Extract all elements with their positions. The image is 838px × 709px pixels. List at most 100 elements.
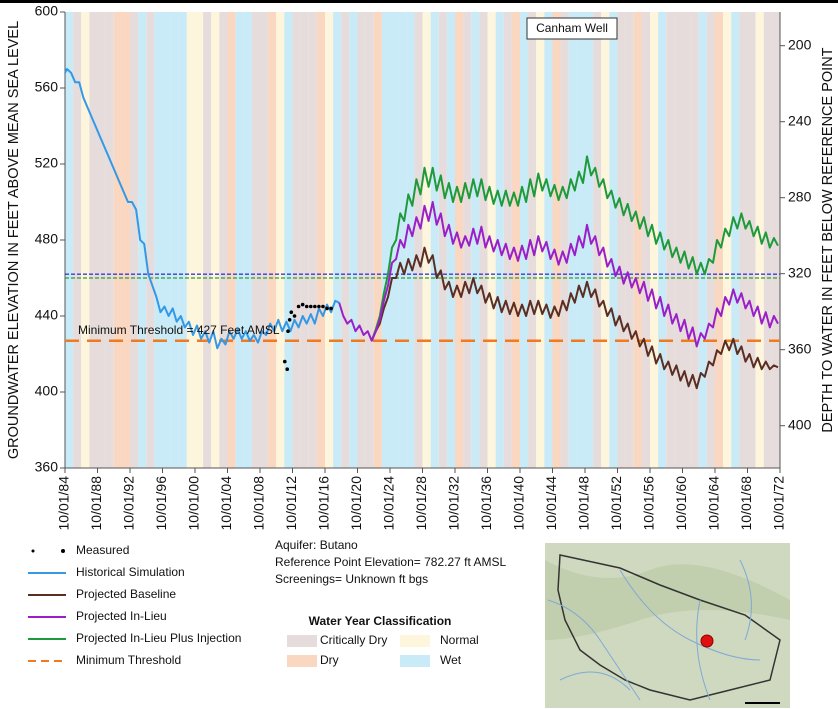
classification-label: Normal	[440, 633, 479, 647]
water-year-band	[739, 12, 747, 468]
water-year-band	[691, 12, 699, 468]
water-year-band	[171, 12, 179, 468]
x-tick-label: 10/01/08	[251, 476, 267, 531]
info-text: Screenings= Unknown ft bgs	[275, 572, 428, 586]
measured-point	[288, 318, 292, 322]
water-year-band	[252, 12, 260, 468]
classification-swatch	[400, 655, 430, 667]
water-year-band	[406, 12, 414, 468]
classification-title: Water Year Classification	[309, 614, 452, 628]
x-tick-label: 10/01/20	[348, 476, 364, 531]
x-tick-label: 10/01/48	[576, 476, 592, 531]
water-year-band	[504, 12, 512, 468]
y2-tick-label: 240	[788, 112, 812, 128]
water-year-band	[439, 12, 447, 468]
water-year-band	[699, 12, 707, 468]
water-year-band	[89, 12, 97, 468]
water-year-band	[203, 12, 211, 468]
x-tick-label: 10/01/12	[283, 476, 299, 531]
measured-point	[286, 329, 290, 333]
water-year-band	[260, 12, 268, 468]
classification-label: Dry	[320, 653, 339, 667]
water-year-band	[301, 12, 309, 468]
x-tick-label: 10/01/40	[511, 476, 527, 531]
x-tick-label: 10/01/84	[56, 476, 72, 531]
water-year-band	[431, 12, 439, 468]
classification-label: Wet	[440, 653, 462, 667]
y-tick-label: 360	[35, 459, 59, 475]
water-year-band	[244, 12, 252, 468]
water-year-band	[154, 12, 162, 468]
water-year-band	[349, 12, 357, 468]
measured-point	[321, 305, 325, 309]
water-year-band	[179, 12, 187, 468]
water-year-band	[748, 12, 756, 468]
top-bar	[0, 0, 838, 3]
water-year-band	[414, 12, 422, 468]
y-tick-label: 600	[35, 3, 59, 19]
water-year-band	[585, 12, 593, 468]
water-year-band	[195, 12, 203, 468]
water-year-band	[122, 12, 130, 468]
x-tick-label: 10/01/44	[543, 476, 559, 531]
classification-swatch	[287, 635, 317, 647]
x-tick-label: 10/01/00	[186, 476, 202, 531]
water-year-band	[114, 12, 122, 468]
x-tick-label: 10/01/32	[446, 476, 462, 531]
legend-label: Minimum Threshold	[76, 653, 181, 667]
water-year-band	[236, 12, 244, 468]
water-year-band	[561, 12, 569, 468]
x-tick-label: 10/01/96	[153, 476, 169, 531]
water-year-band	[65, 12, 73, 468]
water-year-band	[98, 12, 106, 468]
legend-marker	[61, 549, 65, 553]
legend-label: Historical Simulation	[76, 565, 185, 579]
x-tick-label: 10/01/60	[673, 476, 689, 531]
water-year-band	[366, 12, 374, 468]
measured-point	[309, 305, 313, 309]
y-tick-label: 560	[35, 79, 59, 95]
measured-point	[293, 314, 297, 318]
water-year-band	[593, 12, 601, 468]
location-map	[545, 543, 790, 708]
threshold-annotation: Minimum Threshold = 427 Feet AMSL	[78, 323, 280, 337]
y2-tick-label: 200	[788, 36, 812, 52]
water-year-band	[626, 12, 634, 468]
water-year-band	[634, 12, 642, 468]
water-year-band	[276, 12, 284, 468]
water-year-band	[642, 12, 650, 468]
x-tick-label: 10/01/52	[608, 476, 624, 531]
x-tick-label: 10/01/16	[316, 476, 332, 531]
water-year-band	[382, 12, 390, 468]
y-tick-label: 480	[35, 231, 59, 247]
legend-marker	[32, 550, 35, 553]
water-year-band	[358, 12, 366, 468]
measured-point	[297, 305, 301, 309]
classification-label: Critically Dry	[320, 633, 387, 647]
measured-point	[317, 305, 321, 309]
info-text: Reference Point Elevation= 782.27 ft AMS…	[275, 555, 506, 569]
water-year-band	[325, 12, 333, 468]
water-year-band	[317, 12, 325, 468]
measured-point	[329, 307, 333, 311]
water-year-band	[609, 12, 617, 468]
water-year-band	[106, 12, 114, 468]
measured-point	[301, 303, 305, 307]
measured-point	[313, 305, 317, 309]
chart: Canham Well GROUNDWATER ELEVATION IN FEE…	[0, 0, 838, 709]
water-year-band	[293, 12, 301, 468]
water-year-band	[268, 12, 276, 468]
info-text: Aquifer: Butano	[275, 538, 358, 552]
water-year-band	[707, 12, 715, 468]
measured-point	[285, 367, 289, 371]
legend-label: Measured	[76, 543, 129, 557]
water-year-band	[520, 12, 528, 468]
legend-label: Projected In-Lieu Plus Injection	[76, 631, 241, 645]
water-year-band	[309, 12, 317, 468]
legend-label: Projected In-Lieu	[76, 609, 167, 623]
x-tick-label: 10/01/04	[218, 476, 234, 531]
x-tick-label: 10/01/72	[771, 476, 787, 531]
water-year-bands	[65, 12, 780, 468]
water-year-band	[219, 12, 227, 468]
water-year-band	[333, 12, 341, 468]
